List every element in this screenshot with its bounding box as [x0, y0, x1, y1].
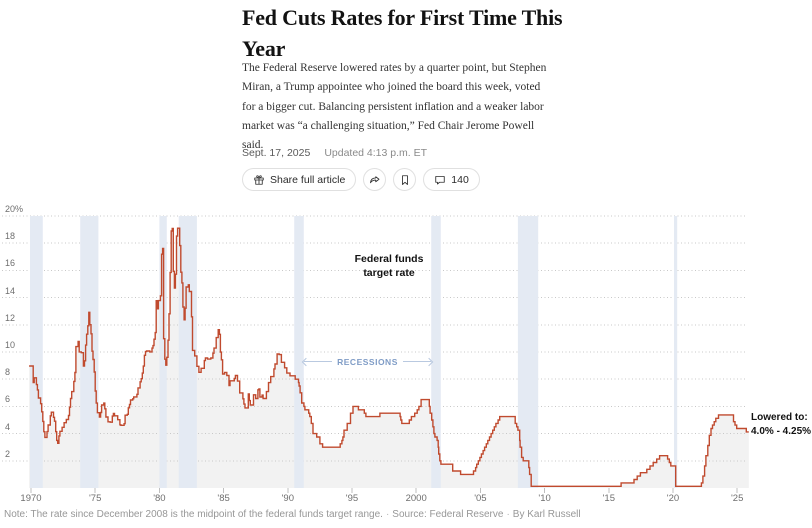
gridlines	[2, 215, 746, 462]
recessions-annotation: RECESSIONS	[304, 356, 431, 367]
x-axis-label: '20	[666, 493, 680, 504]
x-ticks	[30, 488, 738, 493]
x-axis-label: '10	[538, 493, 551, 504]
article-summary: The Federal Reserve lowered rates by a q…	[242, 62, 547, 152]
note-text: Note: The rate since December 2008 is th…	[4, 509, 383, 520]
comments-button[interactable]: 140	[423, 168, 480, 191]
share-full-article-label: Share full article	[270, 173, 346, 186]
separator-dot: ·	[385, 509, 390, 520]
latest-value-annotation: Lowered to: 4.0% - 4.25%	[751, 412, 812, 437]
y-axis-label: 2	[5, 448, 11, 459]
x-axis-label: '90	[281, 493, 294, 504]
x-axis-label: '95	[345, 493, 359, 504]
y-axis-label: 4	[5, 421, 11, 432]
x-axis-label: '25	[730, 493, 744, 504]
rate-area	[29, 228, 749, 488]
save-button[interactable]	[393, 168, 417, 191]
y-axis-label: 10	[5, 340, 16, 350]
y-axis-label: 6	[5, 394, 11, 405]
share-full-article-button[interactable]: Share full article	[242, 168, 357, 191]
article-actions: Share full article 140	[242, 168, 480, 191]
x-axis-label: 1970	[20, 493, 42, 504]
x-axis-label: '80	[153, 493, 166, 504]
rate-line	[29, 227, 749, 487]
x-axis-label: '15	[602, 493, 615, 504]
x-axis-label: '85	[217, 493, 230, 504]
headline: Fed Cuts Rates for First Time This Year	[242, 5, 563, 61]
dateline: Sept. 17, 2025 Updated 4:13 p.m. ET	[242, 147, 427, 159]
source-text: Source: Federal Reserve	[392, 509, 504, 520]
y-axis-label: 8	[5, 367, 11, 378]
share-arrow-icon	[369, 175, 380, 183]
comment-icon	[435, 175, 445, 184]
y-axis-label: 18	[5, 231, 16, 242]
recessions-label: RECESSIONS	[337, 356, 398, 367]
byline-text: By Karl Russell	[512, 509, 581, 520]
chart-footnote: Note: The rate since December 2008 is th…	[4, 509, 581, 520]
x-axis-label: '75	[88, 493, 102, 504]
bookmark-icon	[401, 174, 408, 185]
x-axis-label: '05	[474, 493, 487, 504]
separator-dot: ·	[506, 509, 510, 520]
comment-count: 140	[451, 173, 469, 186]
right-arrow-icon	[402, 361, 431, 362]
share-button[interactable]	[363, 168, 387, 191]
left-arrow-icon	[304, 361, 333, 362]
fed-funds-rate-chart	[2, 215, 749, 493]
publish-date: Sept. 17, 2025	[242, 147, 311, 159]
y-axis-label: 20%	[5, 204, 24, 214]
y-axis-label: 12	[5, 312, 16, 323]
x-axis-label: 2000	[405, 493, 427, 504]
series-annotation: Federal funds target rate	[354, 253, 424, 279]
y-axis-label: 14	[5, 285, 16, 296]
gift-icon	[254, 174, 264, 185]
updated-time: Updated 4:13 p.m. ET	[324, 147, 428, 159]
y-axis-label: 16	[5, 258, 16, 269]
